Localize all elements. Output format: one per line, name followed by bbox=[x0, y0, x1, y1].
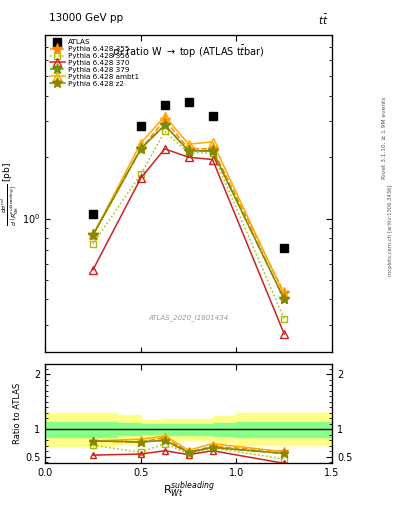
Pythia 6.428 379 bbox=[162, 122, 167, 128]
ATLAS bbox=[91, 211, 95, 217]
Pythia 6.428 355 bbox=[162, 117, 167, 123]
Pythia 6.428 ambt1 bbox=[162, 113, 167, 119]
Line: ATLAS: ATLAS bbox=[89, 98, 288, 252]
Line: Pythia 6.428 356: Pythia 6.428 356 bbox=[90, 128, 288, 323]
Pythia 6.428 379 bbox=[138, 146, 143, 152]
Line: Pythia 6.428 ambt1: Pythia 6.428 ambt1 bbox=[89, 112, 288, 300]
Pythia 6.428 355 bbox=[186, 146, 191, 152]
Line: Pythia 6.428 z2: Pythia 6.428 z2 bbox=[88, 119, 290, 305]
Pythia 6.428 356 bbox=[138, 171, 143, 177]
ATLAS bbox=[210, 113, 215, 119]
Pythia 6.428 370 bbox=[210, 157, 215, 163]
Pythia 6.428 355 bbox=[91, 232, 95, 238]
Line: Pythia 6.428 370: Pythia 6.428 370 bbox=[89, 145, 288, 338]
Pythia 6.428 355 bbox=[138, 146, 143, 152]
Pythia 6.428 356 bbox=[210, 150, 215, 156]
X-axis label: R$_{Wt}^{subleading}$: R$_{Wt}^{subleading}$ bbox=[163, 480, 215, 500]
Pythia 6.428 356 bbox=[282, 316, 286, 322]
Pythia 6.428 ambt1 bbox=[210, 139, 215, 145]
Y-axis label: $\frac{d\sigma^{nd}}{d\,\left(R_{Wt}^{subleading}\right)}$ [pb]: $\frac{d\sigma^{nd}}{d\,\left(R_{Wt}^{su… bbox=[0, 162, 20, 225]
Pythia 6.428 ambt1 bbox=[282, 292, 286, 298]
Pythia 6.428 356 bbox=[91, 241, 95, 247]
Line: Pythia 6.428 355: Pythia 6.428 355 bbox=[88, 115, 290, 298]
Pythia 6.428 z2 bbox=[282, 296, 286, 303]
Pythia 6.428 379 bbox=[210, 148, 215, 154]
Text: ATLAS_2020_I1801434: ATLAS_2020_I1801434 bbox=[149, 314, 229, 321]
Pythia 6.428 z2 bbox=[210, 148, 215, 154]
Pythia 6.428 379 bbox=[91, 232, 95, 238]
Pythia 6.428 355 bbox=[210, 146, 215, 152]
Y-axis label: Ratio to ATLAS: Ratio to ATLAS bbox=[13, 383, 22, 444]
Pythia 6.428 370 bbox=[282, 331, 286, 337]
Pythia 6.428 z2 bbox=[91, 232, 95, 238]
Pythia 6.428 370 bbox=[186, 154, 191, 160]
Legend: ATLAS, Pythia 6.428 355, Pythia 6.428 356, Pythia 6.428 370, Pythia 6.428 379, P: ATLAS, Pythia 6.428 355, Pythia 6.428 35… bbox=[48, 38, 141, 88]
Text: Rivet 3.1.10, ≥ 1.9M events: Rivet 3.1.10, ≥ 1.9M events bbox=[382, 97, 387, 179]
ATLAS bbox=[138, 123, 143, 129]
Pythia 6.428 ambt1 bbox=[186, 141, 191, 147]
Pythia 6.428 370 bbox=[91, 267, 95, 273]
Text: 13000 GeV pp: 13000 GeV pp bbox=[49, 13, 123, 23]
ATLAS bbox=[162, 102, 167, 109]
Text: $t\bar{t}$: $t\bar{t}$ bbox=[318, 13, 328, 27]
Pythia 6.428 379 bbox=[282, 296, 286, 303]
Text: mcplots.cern.ch [arXiv:1306.3436]: mcplots.cern.ch [arXiv:1306.3436] bbox=[388, 185, 393, 276]
ATLAS bbox=[186, 99, 191, 105]
Pythia 6.428 379 bbox=[186, 148, 191, 154]
Pythia 6.428 370 bbox=[162, 146, 167, 152]
Pythia 6.428 ambt1 bbox=[91, 232, 95, 238]
Pythia 6.428 z2 bbox=[162, 122, 167, 128]
ATLAS bbox=[282, 244, 286, 250]
Line: Pythia 6.428 379: Pythia 6.428 379 bbox=[88, 119, 290, 305]
Text: $p_T$ ratio W $\rightarrow$ top (ATLAS t$\bar{t}$bar): $p_T$ ratio W $\rightarrow$ top (ATLAS t… bbox=[112, 45, 265, 60]
Pythia 6.428 356 bbox=[186, 150, 191, 156]
Pythia 6.428 356 bbox=[162, 129, 167, 135]
Pythia 6.428 370 bbox=[138, 175, 143, 181]
Pythia 6.428 z2 bbox=[138, 146, 143, 152]
Pythia 6.428 ambt1 bbox=[138, 140, 143, 146]
Pythia 6.428 355 bbox=[282, 290, 286, 296]
Pythia 6.428 z2 bbox=[186, 148, 191, 154]
